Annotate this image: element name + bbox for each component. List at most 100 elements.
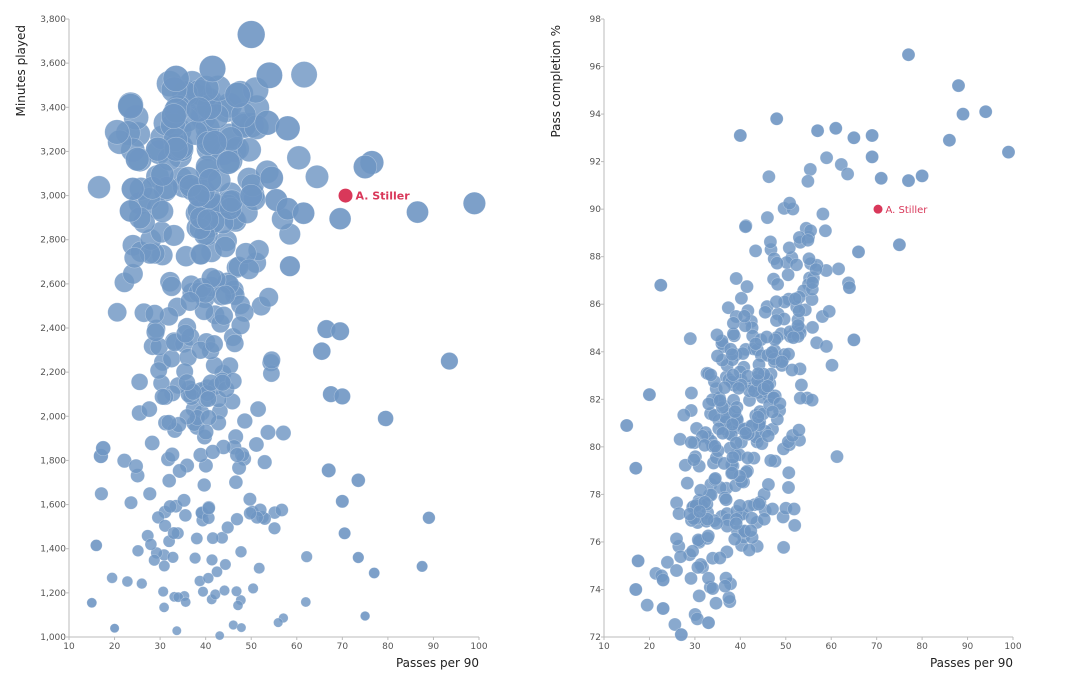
player-point (748, 244, 763, 258)
y-tick-label: 3,400 (40, 103, 66, 113)
player-point (786, 330, 801, 345)
player-point (748, 336, 763, 351)
player-point (851, 245, 866, 259)
player-point (200, 409, 217, 426)
player-point (196, 208, 220, 232)
y-tick-label: 88 (590, 253, 602, 263)
player-point (816, 207, 830, 221)
player-point (335, 494, 350, 509)
player-point (794, 378, 809, 392)
player-point (874, 171, 889, 186)
player-point (146, 322, 166, 342)
player-point (710, 328, 724, 342)
pass-completion-scatter: 72 74 76 78 80 82 84 86 88 90 92 94 96 98 10 20 30 40 50 60… (549, 15, 1022, 670)
player-point (204, 334, 224, 354)
highlight-label: A. Stiller (356, 190, 411, 203)
player-point (732, 498, 747, 513)
player-point (892, 238, 907, 252)
player-point (125, 147, 150, 172)
player-point (787, 518, 802, 533)
player-point (803, 162, 818, 177)
player-point (154, 388, 172, 406)
player-point (761, 477, 776, 492)
y-tick-label: 82 (590, 395, 601, 405)
y-tick-label: 86 (590, 300, 602, 310)
x-tick-label: 100 (1004, 642, 1021, 652)
y-tick-label: 80 (590, 443, 602, 453)
player-point (725, 417, 740, 432)
player-point (214, 236, 236, 258)
y-tick-label: 84 (590, 348, 602, 358)
player-point (715, 426, 730, 441)
player-point (260, 424, 276, 441)
player-point (669, 563, 684, 578)
y-tick-label: 2,600 (40, 280, 66, 290)
player-point (781, 480, 796, 495)
x-axis-title: Passes per 90 (930, 656, 1013, 670)
player-point (351, 473, 366, 488)
player-point (763, 453, 778, 468)
player-point (901, 47, 916, 62)
player-point (215, 284, 236, 306)
player-point (158, 602, 170, 613)
player-point (761, 429, 776, 443)
player-point (685, 544, 700, 559)
y-tick-label: 92 (590, 158, 601, 168)
player-point (631, 554, 645, 568)
player-point (225, 334, 245, 353)
player-point (228, 475, 244, 490)
player-point (214, 630, 225, 641)
y-tick-label: 3,600 (40, 59, 66, 69)
y-tick-label: 98 (590, 15, 602, 25)
player-point (729, 516, 743, 531)
player-point (422, 511, 436, 525)
y-tick-label: 1,800 (40, 456, 66, 466)
player-point (725, 466, 740, 480)
player-point (328, 207, 352, 230)
player-point (231, 315, 251, 335)
player-point (674, 627, 689, 642)
player-point (237, 20, 266, 49)
player-point (653, 278, 668, 293)
player-point (847, 131, 861, 145)
player-point (136, 577, 148, 590)
player-point (762, 169, 776, 184)
player-point (775, 354, 789, 369)
player-point (231, 585, 243, 597)
player-point (737, 309, 752, 324)
x-tick-label: 60 (825, 642, 837, 652)
player-point (773, 396, 787, 411)
y-tick-label: 1,200 (40, 589, 66, 599)
player-point (818, 224, 833, 238)
player-point (738, 219, 753, 234)
player-point (275, 115, 301, 141)
player-point (333, 387, 351, 405)
player-point (213, 374, 232, 392)
player-point (734, 291, 749, 306)
player-point (292, 201, 315, 225)
player-point (178, 373, 196, 391)
player-point (158, 560, 171, 572)
x-tick-label: 50 (245, 642, 257, 652)
player-point (805, 275, 820, 290)
player-point (273, 617, 284, 628)
player-point (751, 366, 766, 381)
player-point (163, 499, 177, 514)
player-point (722, 590, 736, 605)
player-point (199, 55, 227, 83)
player-point (740, 279, 754, 294)
player-point (330, 321, 350, 341)
y-tick-label: 76 (590, 538, 602, 548)
y-tick-label: 1,000 (40, 633, 66, 643)
player-point (219, 558, 232, 571)
player-point (701, 529, 716, 543)
player-point (765, 502, 780, 516)
player-point (683, 331, 698, 346)
player-point (656, 573, 670, 587)
player-point (95, 440, 111, 456)
player-point (189, 552, 202, 565)
x-tick-label: 10 (63, 642, 75, 652)
player-point (274, 503, 289, 517)
x-tick-label: 40 (735, 642, 747, 652)
